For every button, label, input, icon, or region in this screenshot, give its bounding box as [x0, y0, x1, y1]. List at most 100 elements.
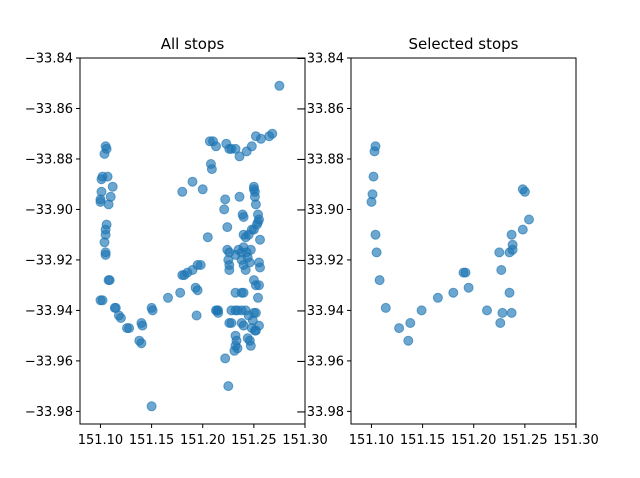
selected-stops-point — [497, 307, 508, 318]
selected-stops-plot-frame — [350, 57, 577, 425]
all-stops-point — [195, 260, 206, 270]
selected-stops-point — [524, 214, 534, 225]
selected-stops-point — [507, 244, 518, 255]
all-stops-point — [274, 80, 285, 91]
all-stops-x-axis: 151.10 151.15 151.20 151.25 151.30 — [78, 424, 328, 448]
all-stops-point — [237, 209, 248, 220]
selected-stops-panel: Selected stops 151.10 151.15 151.20 151.25 1… — [296, 35, 599, 448]
all-stops-point — [211, 141, 221, 152]
selected-stops-title: Selected stops — [408, 35, 518, 53]
selected-stops-x-tick-label: 151.30 — [553, 433, 599, 448]
selected-stops-y-tick-label: −33.98 — [296, 405, 344, 420]
all-stops-point — [255, 234, 265, 245]
all-stops-point — [107, 181, 118, 192]
selected-stops-point — [506, 307, 517, 318]
all-stops-point — [115, 313, 126, 323]
selected-stops-point — [416, 305, 427, 316]
all-stops-point — [245, 340, 256, 351]
selected-stops-point — [448, 287, 459, 298]
selected-stops-y-tick-label: −33.86 — [296, 102, 344, 117]
all-stops-point — [163, 292, 173, 303]
all-stops-y-tick-label: −33.88 — [25, 152, 73, 167]
all-stops-panel: All stops 151.10 151.15 151.20 151.25 151.30… — [25, 35, 328, 448]
all-stops-point — [175, 287, 186, 298]
all-stops-point — [102, 171, 113, 182]
all-stops-y-tick-label: −33.94 — [25, 304, 73, 319]
all-stops-points — [95, 80, 285, 412]
selected-stops-point — [519, 186, 530, 197]
all-stops-y-tick-label: −33.90 — [25, 203, 73, 218]
all-stops-point — [97, 295, 108, 306]
all-stops-point — [206, 164, 217, 175]
all-stops-point — [255, 262, 265, 273]
selected-stops-x-axis: 151.10 151.15 151.20 151.25 151.30 — [349, 424, 599, 448]
selected-stops-y-tick-label: −33.92 — [296, 253, 344, 268]
all-stops-point — [187, 176, 198, 187]
all-stops-y-tick-label: −33.98 — [25, 405, 73, 420]
selected-stops-x-tick-label: 151.15 — [400, 433, 446, 448]
selected-stops-point — [405, 318, 416, 328]
selected-stops-point — [368, 171, 379, 182]
all-stops-point — [192, 285, 203, 296]
selected-stops-y-tick-label: −33.90 — [296, 203, 344, 218]
selected-stops-y-axis: −33.84 −33.86 −33.88 −33.90 −33.92 −33.94 −33.… — [296, 52, 351, 420]
all-stops-point — [238, 287, 249, 298]
selected-stops-point — [517, 224, 528, 235]
all-stops-point — [99, 237, 110, 248]
all-stops-point — [244, 257, 255, 268]
all-stops-point — [147, 305, 158, 316]
all-stops-point — [256, 133, 266, 144]
all-stops-point — [197, 184, 208, 195]
selected-stops-point — [394, 323, 405, 334]
all-stops-point — [238, 320, 249, 331]
all-stops-point — [219, 204, 230, 215]
selected-stops-y-tick-label: −33.84 — [296, 52, 344, 67]
all-stops-point — [232, 343, 243, 354]
all-stops-point — [240, 265, 251, 275]
all-stops-point — [99, 148, 110, 159]
selected-stops-y-tick-label: −33.96 — [296, 354, 344, 369]
all-stops-x-tick-label: 151.25 — [231, 433, 277, 448]
all-stops-point — [251, 219, 262, 230]
all-stops-point — [254, 280, 264, 291]
all-stops-point — [224, 265, 235, 275]
all-stops-x-tick-label: 151.20 — [180, 433, 226, 448]
selected-stops-point — [495, 318, 506, 328]
selected-stops-point — [463, 282, 474, 293]
all-stops-y-tick-label: −33.92 — [25, 253, 73, 268]
all-stops-point — [109, 302, 120, 313]
all-stops-point — [137, 320, 148, 331]
selected-stops-x-tick-label: 151.25 — [502, 433, 548, 448]
all-stops-point — [222, 222, 233, 233]
all-stops-x-tick-label: 151.30 — [282, 433, 328, 448]
all-stops-plot-frame — [79, 57, 306, 425]
selected-stops-point — [370, 229, 381, 240]
selected-stops-point — [380, 302, 391, 313]
all-stops-point — [146, 401, 157, 412]
all-stops-point — [103, 199, 114, 210]
all-stops-point — [202, 232, 213, 243]
selected-stops-point — [403, 335, 414, 346]
selected-stops-point — [460, 267, 471, 278]
all-stops-point — [136, 338, 147, 349]
all-stops-x-tick-label: 151.15 — [129, 433, 175, 448]
all-stops-point — [246, 141, 257, 152]
all-stops-y-axis: −33.84 −33.86 −33.88 −33.90 −33.92 −33.94 −33.… — [25, 52, 80, 420]
selected-stops-point — [432, 292, 443, 303]
all-stops-point — [124, 323, 135, 334]
all-stops-point — [254, 320, 264, 331]
all-stops-point — [100, 249, 111, 260]
all-stops-title: All stops — [161, 35, 225, 53]
all-stops-x-tick-label: 151.10 — [78, 433, 124, 448]
selected-stops-point — [371, 247, 382, 258]
selected-stops-point — [374, 275, 385, 286]
all-stops-y-tick-label: −33.84 — [25, 52, 73, 67]
all-stops-point — [243, 310, 254, 321]
all-stops-point — [223, 381, 234, 392]
selected-stops-y-tick-label: −33.88 — [296, 152, 344, 167]
selected-stops-x-tick-label: 151.20 — [451, 433, 497, 448]
selected-stops-point — [496, 265, 507, 275]
all-stops-point — [177, 186, 188, 197]
all-stops-point — [267, 128, 278, 139]
